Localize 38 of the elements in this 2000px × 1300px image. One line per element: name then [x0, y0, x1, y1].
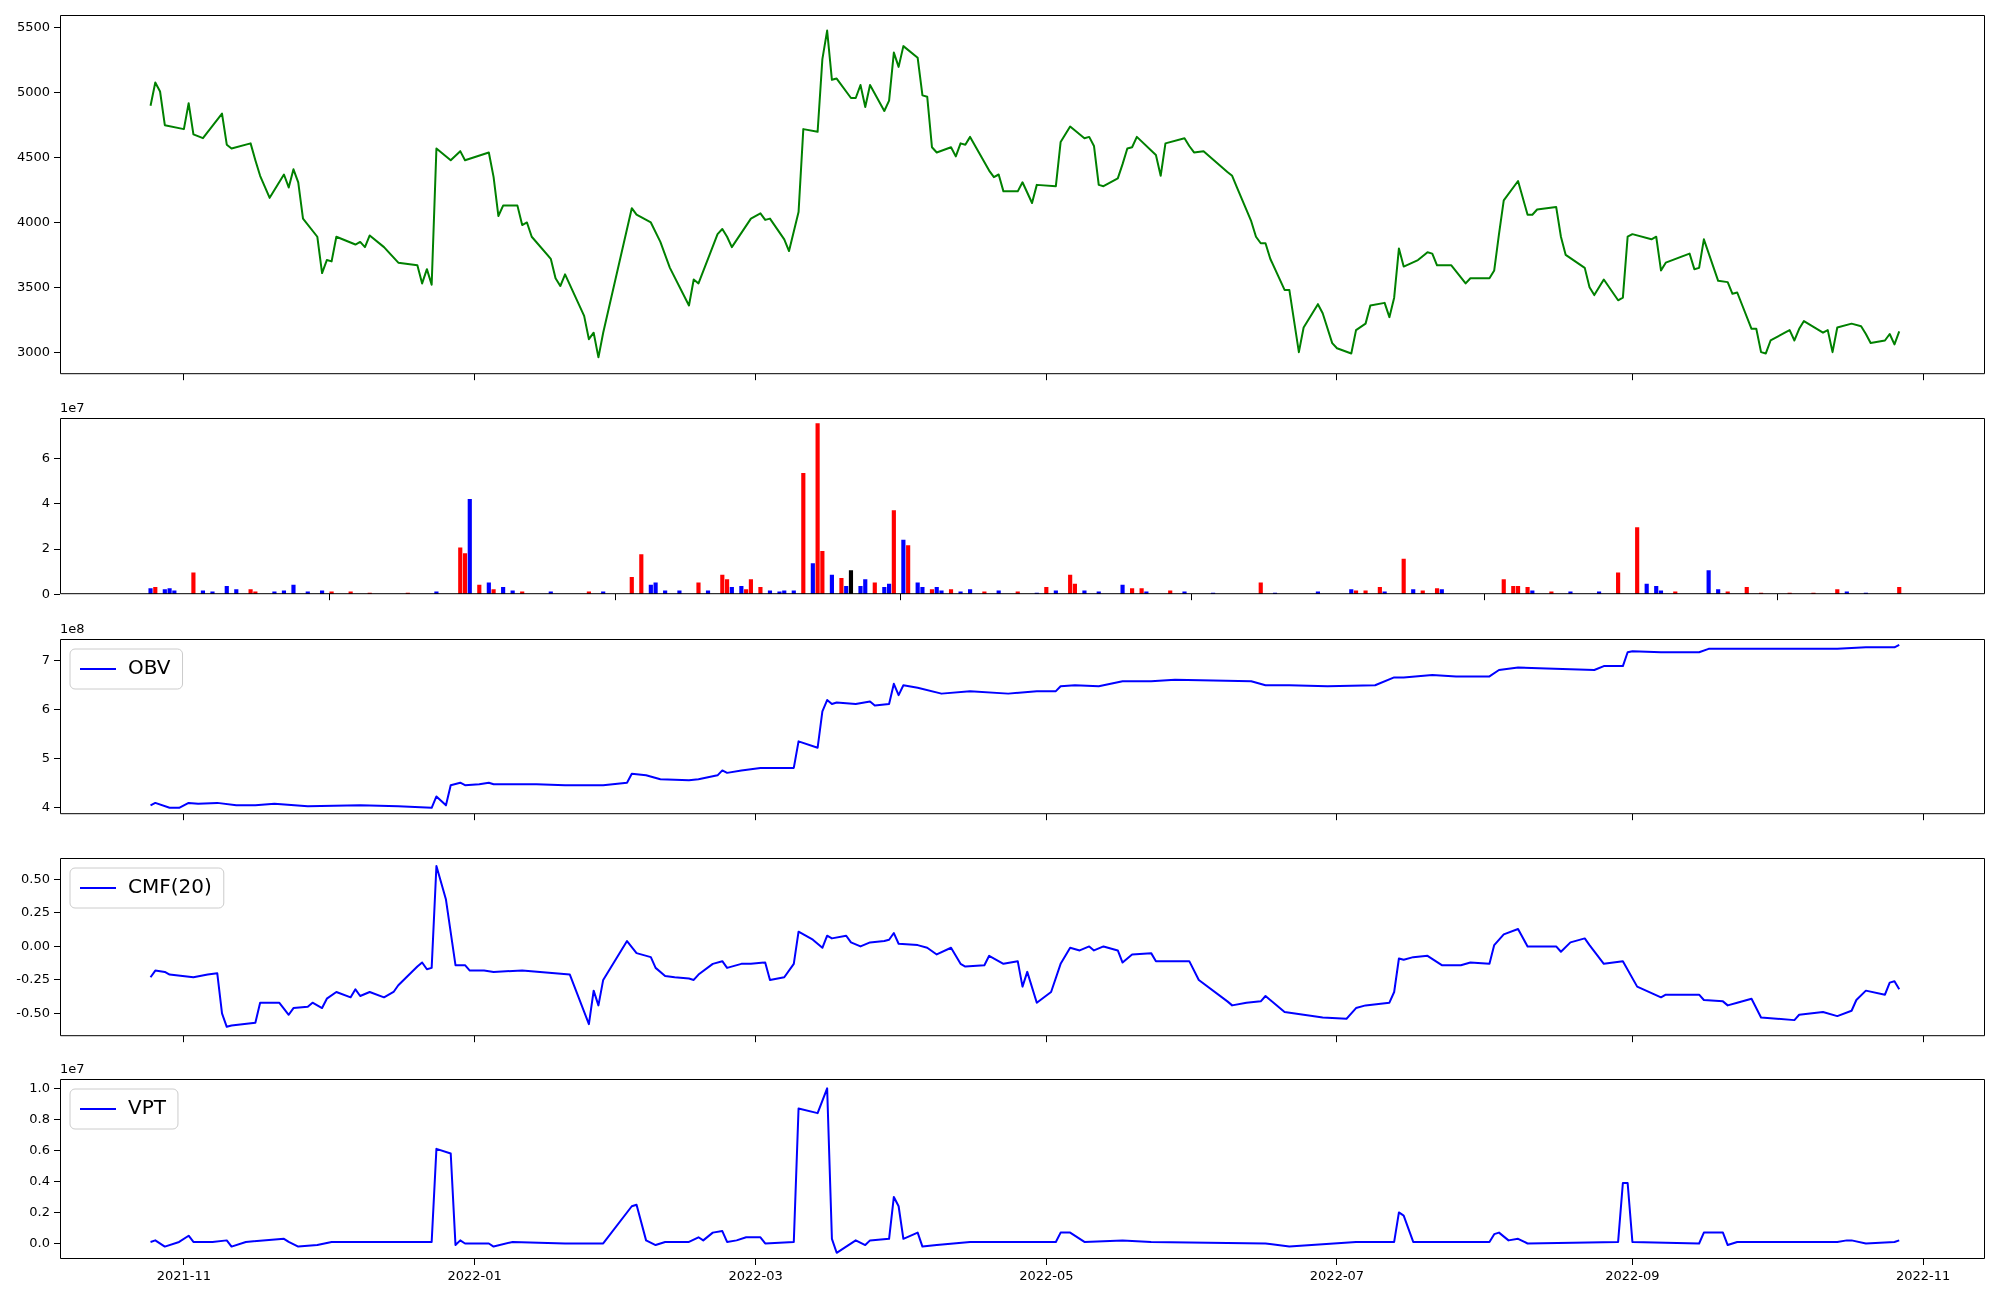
- y-tick-label: 5500: [16, 19, 50, 35]
- y-tick-label: 0.50: [21, 870, 50, 886]
- y-tick-label: 0.8: [29, 1110, 50, 1126]
- y-tick-label: 0.00: [21, 937, 50, 953]
- y-tick-label: 4500: [16, 149, 50, 165]
- text: 1e8: [60, 620, 85, 636]
- y-tick-label: 4: [41, 799, 50, 815]
- y-tick-label: 0.25: [21, 904, 50, 920]
- y-tick-label: 3000: [16, 343, 50, 359]
- y-tick-label: 6: [41, 450, 50, 466]
- y-tick-label: 7: [41, 651, 50, 667]
- text: 1e7: [60, 399, 85, 415]
- y-tick-label: 1.0: [29, 1079, 50, 1095]
- x-tick-label: 2022-01: [447, 1268, 502, 1284]
- x-tick-label: 2022-03: [728, 1268, 783, 1284]
- y-tick-label: -0.25: [16, 971, 50, 987]
- x-tick-label: 2022-07: [1309, 1268, 1365, 1284]
- x-tick-label: 2022-09: [1605, 1268, 1660, 1284]
- y-tick-label: -0.50: [16, 1004, 50, 1020]
- legend-label: CMF(20): [128, 874, 212, 899]
- y-tick-label: 0.0: [29, 1234, 50, 1250]
- y-tick-label: 2: [41, 540, 50, 556]
- y-tick-label: 0.4: [29, 1172, 50, 1188]
- text: 1e7: [60, 1060, 85, 1076]
- y-tick-label: 4000: [16, 213, 50, 229]
- y-tick-label: 3500: [16, 278, 50, 294]
- x-tick-label: 2021-11: [156, 1268, 212, 1284]
- x-tick-label: 2022-11: [1895, 1268, 1951, 1284]
- y-tick-label: 0: [41, 585, 50, 601]
- x-tick-label: 2022-05: [1019, 1268, 1074, 1284]
- legend-label: OBV: [128, 655, 171, 680]
- y-tick-label: 5: [41, 749, 50, 765]
- y-tick-label: 5000: [16, 84, 50, 100]
- legend-label: VPT: [128, 1095, 167, 1120]
- y-tick-label: 0.2: [29, 1203, 50, 1219]
- y-tick-label: 4: [41, 495, 50, 511]
- y-tick-label: 6: [41, 700, 50, 716]
- y-tick-label: 0.6: [29, 1141, 50, 1157]
